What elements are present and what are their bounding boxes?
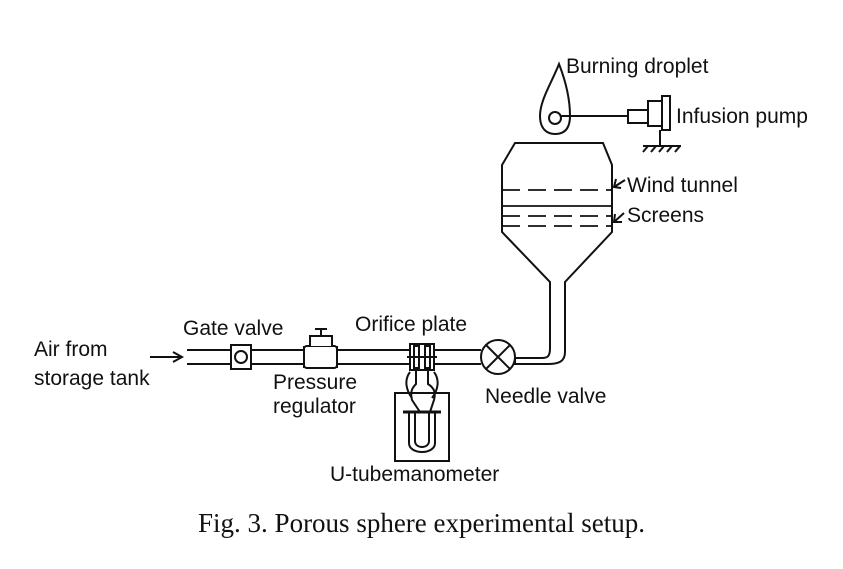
u-tube-manometer — [394, 392, 450, 462]
orifice-plate — [407, 343, 437, 371]
label-needle-valve: Needle valve — [485, 385, 606, 408]
label-screens: Screens — [627, 204, 704, 227]
label-regulator: regulator — [273, 395, 356, 418]
air-inlet-arrow — [150, 351, 185, 363]
gate-valve — [230, 344, 252, 370]
needle-valve — [480, 339, 516, 375]
label-gate-valve: Gate valve — [183, 317, 283, 340]
wind-tunnel-screens — [502, 189, 612, 227]
burning-droplet — [538, 61, 572, 136]
label-orifice-plate: Orifice plate — [355, 313, 467, 336]
pressure-regulator — [303, 328, 338, 369]
label-air-from: Air from — [34, 338, 108, 361]
wind-tunnel-arrow — [612, 178, 626, 189]
infusion-pump — [627, 95, 681, 153]
manometer-tubes — [405, 370, 439, 413]
wind-tunnel — [501, 142, 613, 365]
label-storage-tank: storage tank — [34, 367, 150, 390]
label-wind-tunnel: Wind tunnel — [627, 174, 738, 197]
label-burning-droplet: Burning droplet — [566, 55, 709, 78]
label-infusion-pump: Infusion pump — [676, 105, 808, 128]
label-u-tube-manometer: U-tubemanometer — [330, 463, 499, 486]
label-pressure: Pressure — [273, 371, 357, 394]
figure-caption: Fig. 3. Porous sphere experimental setup… — [198, 508, 645, 538]
screens-arrow — [612, 212, 625, 223]
